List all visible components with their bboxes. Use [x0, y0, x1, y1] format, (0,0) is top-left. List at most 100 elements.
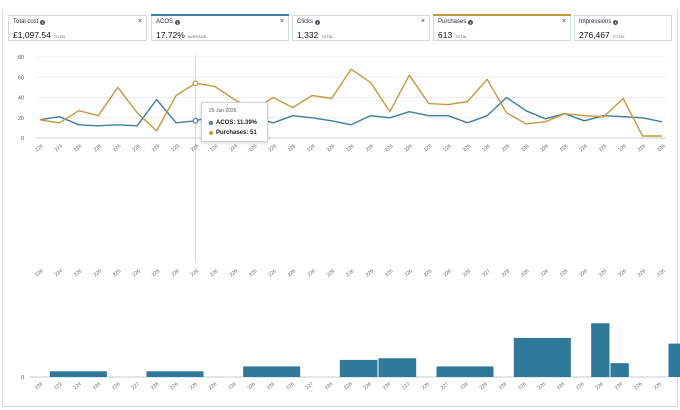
bar-x-tick-label: 226: [498, 381, 508, 391]
bar-x-tick-label: 227: [131, 381, 141, 391]
metric-title: Purchases i: [438, 19, 474, 25]
metric-card-acos[interactable]: ACOS i × 17.72% AVERAGE: [151, 14, 289, 41]
x-tick-label: 226: [112, 143, 122, 153]
bar: [668, 343, 680, 377]
bar-x-tick-label: 226: [111, 381, 121, 391]
lower-x-tick-label: 226: [559, 268, 569, 278]
metric-title: Impressions i: [579, 19, 619, 25]
metric-value: 276,467: [579, 30, 610, 40]
tooltip-row-purchases: Purchases: 51: [209, 130, 257, 136]
bar: [146, 371, 204, 377]
lower-x-tick-label: 226: [73, 268, 83, 278]
bar-x-tick-label: 226: [382, 381, 392, 391]
bar: [243, 366, 301, 377]
metric-active-bar: [151, 14, 289, 16]
bar-x-tick-label: 226: [34, 381, 44, 391]
info-icon[interactable]: i: [40, 19, 46, 25]
info-icon[interactable]: i: [468, 19, 474, 25]
x-tick-label: 226: [34, 143, 44, 153]
bar: [610, 363, 629, 377]
metric-active-bar: [433, 14, 571, 16]
metric-aggregate-label: TOTAL: [53, 35, 67, 39]
x-tick-label: 226: [306, 143, 316, 153]
tooltip-purchases-label: Purchases: 51: [216, 130, 257, 136]
bar-x-tick-label: 227: [305, 381, 315, 391]
lower-x-tick-label: 226: [209, 268, 219, 278]
bar-x-tick-label: 226: [517, 381, 527, 391]
x-tick-label: 229: [170, 143, 180, 153]
metric-value-row: 276,467 TOTAL: [579, 30, 625, 40]
x-tick-label: 226: [598, 143, 608, 153]
metric-title-text: Total cost: [13, 19, 39, 25]
bar-x-tick-label: 226: [556, 381, 566, 391]
x-tick-label: 226: [462, 143, 472, 153]
close-icon[interactable]: ×: [137, 18, 142, 25]
metric-title: ACOS i: [156, 19, 181, 25]
x-tick-label: 226: [520, 143, 530, 153]
x-tick-label: 226: [423, 143, 433, 153]
lower-x-tick-label: 226: [617, 268, 627, 278]
metric-card-purchases[interactable]: Purchases i × 613 TOTAL: [433, 14, 571, 41]
tooltip-acos-label: ACOS: 11.39%: [216, 120, 258, 126]
metric-value: 613: [438, 30, 453, 40]
metric-title-text: ACOS: [156, 19, 174, 25]
bar-x-tick-label: 224: [73, 381, 83, 391]
x-tick-label: 226: [637, 143, 647, 153]
metric-card-impressions[interactable]: Impressions i 276,467 TOTAL: [574, 15, 672, 41]
x-tick-label: 226: [617, 143, 627, 153]
x-tick-label: 226: [209, 143, 219, 153]
lower-x-tick-label: 226: [170, 268, 180, 278]
lower-x-tick-label: 226: [462, 268, 472, 278]
y-tick-label: 20: [18, 116, 24, 122]
metric-value-row: 1,332 TOTAL: [297, 30, 334, 40]
x-tick-label: 226: [559, 143, 569, 153]
close-icon[interactable]: ×: [279, 18, 284, 25]
lower-x-tick-label: 226: [520, 268, 530, 278]
metric-card-total-cost[interactable]: Total cost i × £1,097.54 TOTAL: [8, 15, 147, 41]
lower-x-tick-label: 227: [481, 268, 491, 278]
bar-x-tick-label: 226: [189, 381, 199, 391]
lower-x-tick-label: 226: [112, 268, 122, 278]
lower-x-tick-label: 226: [229, 268, 239, 278]
x-tick-label: 226: [229, 143, 239, 153]
metric-title-text: Purchases: [438, 19, 467, 25]
info-icon[interactable]: i: [315, 19, 320, 25]
y-tick-label: 0: [21, 136, 24, 142]
lower-x-tick-label: 226: [578, 268, 588, 278]
info-icon[interactable]: i: [613, 19, 619, 25]
bar-x-tick-label: 226: [324, 381, 334, 391]
metric-value-row: 17.72% AVERAGE: [156, 30, 207, 40]
x-tick-label: 226: [578, 143, 588, 153]
metric-card-clicks[interactable]: Clicks i × 1,332 TOTAL: [292, 15, 430, 41]
metric-aggregate-label: TOTAL: [455, 35, 468, 39]
bar-x-tick-label: 227: [440, 381, 450, 391]
lower-x-tick-label: 226: [637, 268, 647, 278]
bar-x-tick-label: 222: [53, 381, 63, 391]
info-icon[interactable]: i: [175, 19, 181, 25]
lower-x-tick-label: 226: [131, 268, 141, 278]
close-icon[interactable]: ×: [420, 18, 425, 25]
close-icon[interactable]: ×: [561, 18, 566, 25]
x-tick-label: 226: [345, 143, 355, 153]
bar-x-tick-label: 226: [537, 381, 547, 391]
bar-x-tick-label: 227: [401, 381, 411, 391]
x-tick-label: 226: [190, 143, 200, 153]
lower-x-tick-label: 226: [656, 268, 666, 278]
lower-x-tick-label: 226: [93, 268, 103, 278]
x-tick-label: 226: [540, 143, 550, 153]
lower-x-tick-label: 226: [442, 268, 452, 278]
lower-x-tick-label: 226: [540, 268, 550, 278]
lower-x-tick-label: 226: [306, 268, 316, 278]
bar: [513, 337, 571, 377]
lower-x-tick-label: 226: [404, 268, 414, 278]
tooltip-row-acos: ACOS: 11.39%: [209, 120, 257, 126]
x-tick-label: 226: [73, 143, 83, 153]
bar-x-tick-label: 226: [595, 381, 605, 391]
lower-x-tick-label: 226: [598, 268, 608, 278]
bar-x-tick-label: 229: [479, 381, 489, 391]
bar-x-tick-label: 226: [92, 381, 102, 391]
x-tick-label: 226: [481, 143, 491, 153]
lower-x-tick-label: 226: [345, 268, 355, 278]
lower-x-tick-label: 226: [365, 268, 375, 278]
